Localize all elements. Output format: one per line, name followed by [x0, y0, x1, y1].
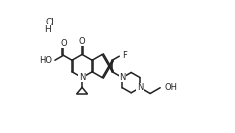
Text: Cl: Cl — [46, 18, 55, 27]
Text: O: O — [60, 39, 67, 48]
Text: O: O — [79, 37, 85, 46]
Text: N: N — [119, 73, 125, 82]
Text: N: N — [137, 83, 143, 92]
Text: N: N — [79, 73, 85, 82]
Text: HO: HO — [39, 56, 52, 65]
Text: OH: OH — [164, 83, 177, 92]
Text: H: H — [44, 25, 51, 34]
Text: F: F — [122, 51, 127, 60]
